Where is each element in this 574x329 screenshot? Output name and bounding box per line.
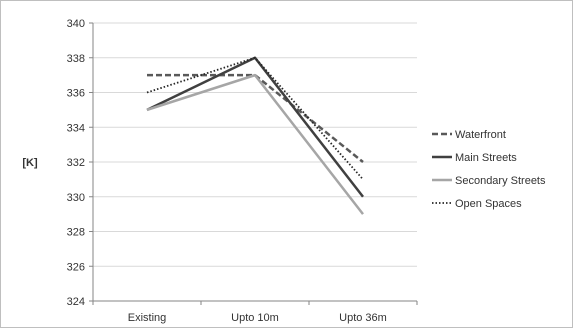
legend-entry-label: Open Spaces: [455, 198, 522, 210]
x-tick-label: Upto 10m: [231, 312, 279, 324]
y-tick-label: 324: [67, 296, 85, 308]
y-tick-label: 338: [67, 53, 85, 65]
y-tick-label: 332: [67, 157, 85, 169]
legend-entry-label: Secondary Streets: [455, 175, 546, 187]
y-tick-label: 330: [67, 192, 85, 204]
x-tick-label: Existing: [128, 312, 167, 324]
y-tick-label: 328: [67, 227, 85, 239]
y-tick-label: 336: [67, 88, 85, 100]
series-lines: [146, 56, 364, 215]
legend-entry-label: Waterfront: [455, 129, 506, 141]
x-tick-label: Upto 36m: [339, 312, 387, 324]
y-tick-label: 326: [67, 261, 85, 273]
y-tick-label: 340: [67, 18, 85, 30]
y-axis-label: [K]: [22, 157, 38, 169]
series-line-secondary-streets: [146, 73, 364, 215]
y-tick-label: 334: [67, 122, 85, 134]
legend-entry-label: Main Streets: [455, 152, 517, 164]
legend: Waterfront Main Streets Secondary Streets O…: [432, 129, 546, 210]
axes: 324 326 328 330 332 334 336 338 340 Existing Upto …: [67, 18, 418, 324]
series-line-open-spaces: [146, 56, 364, 180]
